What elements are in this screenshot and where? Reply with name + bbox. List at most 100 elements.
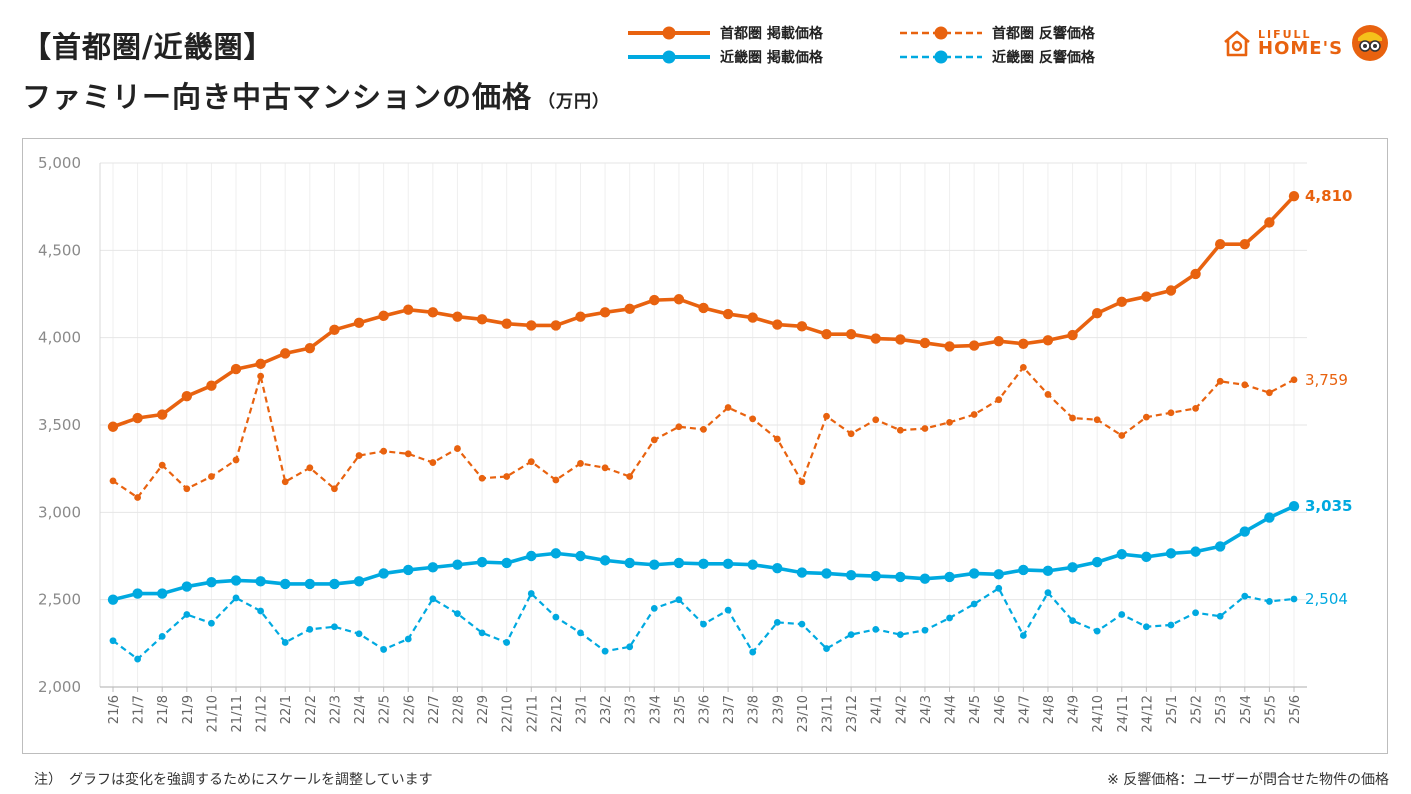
- data-point-3: [650, 605, 658, 612]
- data-point-1: [1167, 409, 1175, 417]
- data-point-1: [946, 418, 953, 426]
- x-tick-label: 22/5: [378, 695, 393, 724]
- data-point-1: [1142, 413, 1150, 421]
- data-point-2: [206, 577, 217, 588]
- data-point-2: [968, 568, 980, 579]
- data-point-1: [183, 485, 191, 493]
- data-point-2: [1067, 562, 1078, 573]
- x-tick-label: 22/1: [279, 695, 294, 724]
- data-point-1: [1044, 391, 1052, 398]
- data-point-1: [454, 445, 461, 452]
- legend-swatch-kinki-listed: [628, 50, 710, 64]
- data-point-1: [724, 404, 732, 411]
- data-point-0: [968, 340, 980, 351]
- x-tick-label: 21/10: [205, 695, 220, 732]
- data-point-0: [1165, 285, 1177, 296]
- data-point-2: [772, 563, 783, 574]
- x-tick-label: 21/7: [132, 695, 147, 724]
- x-tick-label: 21/8: [156, 695, 171, 724]
- data-point-2: [575, 550, 586, 562]
- data-point-1: [773, 435, 781, 443]
- data-point-0: [329, 324, 340, 336]
- end-value-label: 4,810: [1305, 187, 1352, 205]
- logo-line1: LIFULL: [1258, 27, 1312, 41]
- x-tick-label: 23/9: [771, 695, 786, 724]
- data-point-0: [1018, 338, 1029, 349]
- data-point-0: [378, 310, 389, 322]
- data-point-3: [921, 626, 929, 634]
- x-tick-label: 24/8: [1042, 695, 1057, 724]
- data-point-3: [478, 629, 486, 637]
- data-point-2: [821, 568, 832, 579]
- data-point-3: [158, 632, 166, 640]
- data-point-3: [1019, 632, 1027, 639]
- x-tick-label: 24/6: [993, 695, 1008, 724]
- data-point-3: [896, 631, 904, 638]
- data-point-1: [478, 474, 486, 482]
- data-point-0: [181, 390, 193, 402]
- data-point-0: [526, 320, 537, 331]
- data-point-2: [1042, 565, 1054, 577]
- data-point-0: [944, 341, 955, 352]
- x-tick-label: 23/6: [698, 695, 713, 724]
- data-point-1: [1290, 376, 1298, 384]
- x-tick-label: 25/6: [1288, 695, 1303, 724]
- data-point-0: [698, 302, 709, 314]
- legend-item-kinki-listed: 近畿圏 掲載価格: [626, 47, 823, 67]
- legend-item-tokyo-inquiry: 首都圏 反響価格: [898, 23, 1095, 43]
- data-point-0: [1288, 190, 1300, 202]
- data-point-0: [624, 303, 635, 315]
- data-point-0: [107, 421, 119, 432]
- x-tick-label: 23/11: [821, 695, 836, 732]
- x-tick-label: 23/4: [648, 695, 663, 724]
- x-tick-label: 24/9: [1067, 695, 1082, 724]
- x-tick-label: 24/1: [870, 695, 885, 724]
- data-point-2: [1018, 564, 1029, 576]
- data-point-0: [845, 328, 857, 340]
- x-tick-label: 22/8: [451, 695, 466, 724]
- data-point-3: [577, 629, 584, 637]
- data-point-0: [919, 337, 931, 349]
- data-point-2: [107, 594, 119, 605]
- data-point-0: [599, 307, 611, 318]
- data-point-1: [109, 477, 117, 485]
- data-point-2: [550, 548, 562, 559]
- data-point-1: [675, 423, 683, 431]
- data-point-3: [823, 645, 830, 652]
- x-tick-label: 22/2: [304, 695, 319, 724]
- data-point-0: [427, 307, 439, 318]
- data-point-0: [1067, 329, 1078, 341]
- legend-swatch-tokyo-listed: [628, 26, 710, 40]
- data-point-3: [232, 594, 240, 602]
- data-point-3: [183, 611, 191, 618]
- x-tick-label: 23/5: [673, 695, 688, 724]
- mascot-icon: [1352, 25, 1389, 61]
- data-point-0: [1116, 296, 1127, 308]
- x-tick-label: 22/6: [402, 695, 417, 724]
- y-tick-label: 5,000: [38, 154, 81, 172]
- data-point-3: [527, 590, 535, 597]
- data-point-0: [575, 311, 586, 322]
- footnote-scale: 注） グラフは変化を強調するためにスケールを調整しています: [34, 772, 433, 788]
- data-point-2: [526, 550, 537, 562]
- data-point-1: [1118, 432, 1126, 439]
- data-point-3: [1118, 611, 1126, 618]
- y-tick-label: 4,500: [38, 241, 81, 259]
- data-point-0: [772, 319, 783, 330]
- data-point-3: [257, 607, 265, 615]
- data-point-3: [601, 647, 609, 655]
- data-point-1: [896, 426, 904, 434]
- x-tick-label: 25/4: [1239, 695, 1254, 724]
- x-tick-label: 21/6: [107, 695, 122, 724]
- data-point-1: [331, 485, 338, 493]
- data-point-2: [895, 571, 906, 583]
- x-tick-label: 23/2: [599, 695, 614, 724]
- data-point-1: [601, 464, 609, 472]
- x-tick-label: 24/10: [1091, 695, 1106, 732]
- data-point-3: [1167, 621, 1175, 629]
- x-tick-label: 23/10: [796, 695, 811, 732]
- data-point-2: [747, 559, 758, 570]
- data-point-0: [280, 348, 291, 359]
- data-point-1: [1216, 377, 1224, 385]
- x-tick-label: 22/11: [525, 695, 540, 732]
